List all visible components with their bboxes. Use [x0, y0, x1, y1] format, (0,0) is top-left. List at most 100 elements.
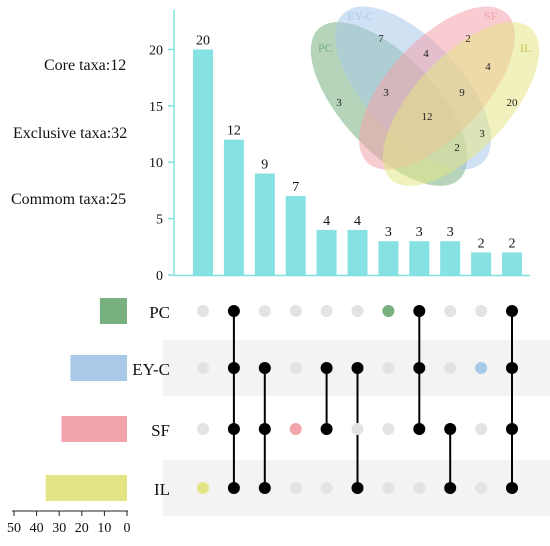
set-size-bar — [99, 298, 127, 324]
bar-value-label: 9 — [261, 158, 268, 173]
matrix-dot — [258, 482, 271, 494]
venn-ellipse-il — [382, 22, 540, 186]
intersection-bar — [502, 252, 522, 275]
matrix-dot — [197, 362, 209, 374]
set-name-label: PC — [149, 303, 170, 322]
set-name-label: EY-C — [132, 360, 170, 379]
intersection-bar — [223, 139, 244, 275]
bar-value-label: 2 — [509, 236, 516, 251]
venn-label-il: IL — [520, 41, 531, 55]
bar-value-label: 3 — [385, 225, 392, 240]
matrix-dot — [258, 305, 271, 317]
set-size-bar — [70, 355, 127, 381]
matrix-dot — [320, 423, 333, 435]
set-size-bars: PC EY-C SF IL — [45, 298, 170, 501]
venn-region-count: 4 — [423, 48, 429, 60]
bar-value-label: 2 — [478, 236, 485, 251]
intersection-bar — [193, 49, 213, 276]
matrix-dot — [475, 482, 488, 494]
matrix-dot — [444, 423, 457, 435]
y-tick-label: 5 — [156, 213, 163, 228]
matrix-dot — [258, 362, 271, 374]
venn-region-count: 9 — [459, 87, 465, 99]
set-axis-tick-label: 0 — [124, 521, 131, 536]
matrix-dot — [413, 482, 426, 494]
bar-value-label: 3 — [447, 225, 454, 240]
matrix-dot — [506, 423, 518, 435]
matrix-dot — [320, 482, 333, 494]
matrix-dot — [197, 482, 209, 494]
venn-region-count: 12 — [422, 111, 433, 123]
bar-value-label: 7 — [292, 180, 299, 195]
venn-diagram: PC EY-C SF IL 7 2 3 20 4 4 3 9 12 3 2 — [310, 6, 540, 186]
matrix-dot — [444, 305, 457, 317]
bar-value-label: 3 — [416, 225, 423, 240]
matrix-dot — [382, 362, 395, 374]
matrix-dot — [320, 362, 333, 374]
y-tick-label: 20 — [149, 43, 163, 58]
set-axis-tick-label: 20 — [75, 521, 89, 536]
venn-region-count: 4 — [485, 61, 491, 73]
matrix-dot — [413, 305, 426, 317]
set-name-label: IL — [154, 480, 170, 499]
matrix-dot — [258, 423, 271, 435]
set-axis-tick-label: 50 — [7, 521, 21, 536]
core-taxa-label: Core taxa:12 — [44, 57, 127, 74]
matrix-dot — [227, 305, 240, 317]
matrix-dot — [382, 423, 395, 435]
intersection-bar — [471, 252, 492, 275]
matrix-dot — [289, 482, 302, 494]
venn-region-count: 3 — [383, 87, 389, 99]
exclusive-taxa-label: Exclusive taxa:32 — [13, 125, 128, 142]
venn-region-count: 2 — [454, 142, 460, 154]
set-axis-tick-label: 30 — [52, 521, 66, 536]
venn-label-pc: PC — [318, 41, 333, 55]
set-size-bar — [45, 475, 127, 501]
y-tick-label: 15 — [149, 100, 163, 115]
venn-region-count: 20 — [507, 97, 519, 109]
intersection-bar — [440, 241, 461, 275]
y-tick-label: 10 — [149, 156, 163, 171]
intersection-bar — [316, 229, 337, 275]
matrix-dot — [413, 362, 426, 374]
intersection-bar — [254, 173, 275, 275]
bar-value-label: 12 — [227, 124, 241, 139]
set-axis-tick-label: 40 — [30, 521, 44, 536]
matrix-dot — [475, 305, 488, 317]
venn-region-count: 7 — [378, 33, 384, 45]
intersection-bar — [409, 241, 430, 275]
matrix-dot — [475, 362, 488, 374]
matrix-dot — [197, 423, 209, 435]
matrix-dot — [444, 482, 457, 494]
matrix-dot — [197, 305, 209, 317]
venn-region-count: 3 — [479, 128, 485, 140]
matrix-dot — [382, 482, 395, 494]
matrix-dot — [351, 423, 364, 435]
matrix-dot — [227, 362, 240, 374]
bar-value-label: 20 — [196, 33, 210, 48]
intersection-bar — [285, 196, 306, 275]
matrix-dot — [506, 305, 518, 317]
matrix-dot — [227, 482, 240, 494]
y-axis: 0 5 10 15 20 — [149, 10, 530, 284]
membership-matrix — [197, 305, 518, 494]
matrix-dot — [475, 423, 488, 435]
matrix-dot — [289, 423, 302, 435]
y-tick-label: 0 — [156, 269, 163, 284]
bar-value-label: 4 — [354, 214, 361, 229]
matrix-dot — [444, 362, 457, 374]
set-name-label: SF — [151, 421, 170, 440]
matrix-dot — [289, 305, 302, 317]
matrix-dot — [289, 362, 302, 374]
matrix-dot — [227, 423, 240, 435]
matrix-dot — [351, 305, 364, 317]
matrix-dot — [413, 423, 426, 435]
matrix-dot — [351, 482, 364, 494]
matrix-dot — [506, 482, 518, 494]
common-taxa-label: Commom taxa:25 — [11, 191, 127, 208]
venn-label-eyc: EY-C — [347, 9, 374, 23]
matrix-dot — [506, 362, 518, 374]
matrix-dot — [351, 362, 364, 374]
